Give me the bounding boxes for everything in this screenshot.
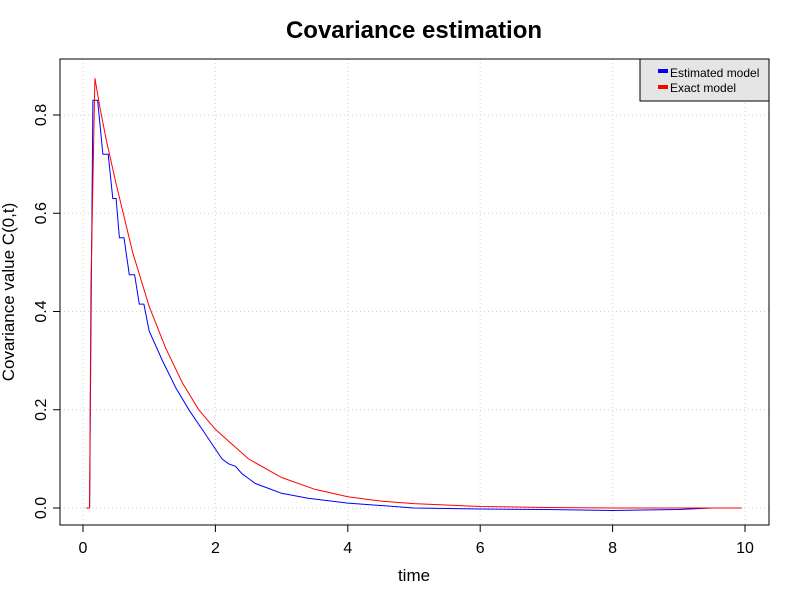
legend-swatch-exact-model [658, 85, 668, 89]
x-axis-label: time [398, 566, 430, 585]
y-axis-label: Covariance value C(0,t) [0, 203, 18, 382]
x-axis: 0 2 4 6 8 10 [79, 524, 754, 557]
legend-label-estimated-model: Estimated model [670, 66, 759, 80]
x-tick-label: 8 [608, 540, 617, 557]
x-tick-label: 2 [211, 540, 220, 557]
series-layer [86, 78, 742, 512]
grid [60, 59, 769, 525]
series-line-estimated-model [86, 99, 742, 512]
x-tick-label: 10 [736, 540, 754, 557]
series-line-exact-model [86, 78, 742, 509]
x-tick-label: 0 [79, 540, 88, 557]
legend-box [639, 58, 770, 102]
y-tick-label: 0.8 [33, 104, 50, 126]
legend: Estimated model Exact model [639, 58, 770, 102]
chart-title: Covariance estimation [286, 17, 542, 44]
legend-swatch-estimated-model [658, 69, 668, 73]
y-tick-label: 0.4 [33, 300, 50, 322]
x-tick-label: 4 [343, 540, 352, 557]
y-tick-label: 0.2 [33, 399, 50, 421]
x-tick-label: 6 [476, 540, 485, 557]
y-tick-label: 0.0 [33, 497, 50, 519]
y-tick-label: 0.6 [33, 202, 50, 224]
y-axis: 0.0 0.2 0.4 0.6 0.8 [33, 104, 61, 519]
legend-label-exact-model: Exact model [670, 81, 736, 95]
